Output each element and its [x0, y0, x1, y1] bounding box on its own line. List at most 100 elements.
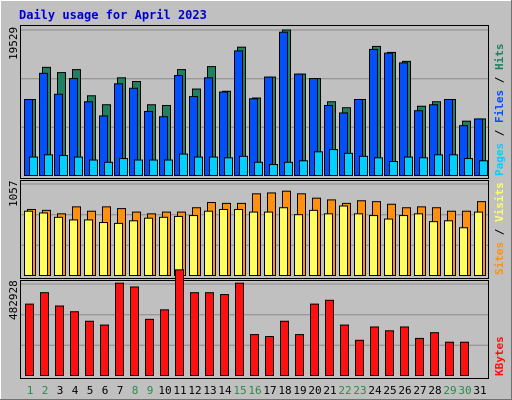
files-bar: [114, 83, 123, 176]
pages-bar: [449, 154, 458, 177]
pages-bar: [464, 158, 473, 176]
pages-bar: [374, 157, 383, 176]
visits-bar: [294, 214, 303, 276]
x-tick-label: 7: [117, 384, 124, 397]
x-tick-label: 22: [338, 384, 351, 397]
visits-bar: [204, 210, 213, 276]
visits-bar: [84, 219, 93, 277]
pages-bar: [29, 156, 38, 176]
x-tick-label: 17: [263, 384, 276, 397]
files-bar: [339, 112, 348, 176]
kbytes-bar: [460, 341, 469, 376]
kbytes-bar: [325, 299, 334, 376]
x-tick-label: 21: [323, 384, 336, 397]
x-tick-label: 13: [203, 384, 216, 397]
x-tick-label: 12: [188, 384, 201, 397]
pages-bar: [149, 159, 158, 176]
middle-ytick-label: 1057: [7, 181, 20, 208]
kbytes-bar: [265, 335, 274, 377]
pages-bar: [404, 156, 413, 176]
pages-bar: [434, 154, 443, 177]
x-tick-label: 6: [102, 384, 109, 397]
visits-bar: [249, 211, 258, 276]
visits-bar: [384, 218, 393, 276]
kbytes-bar: [385, 330, 394, 376]
kbytes-bar: [400, 326, 409, 377]
x-tick-label: 20: [308, 384, 321, 397]
pages-bar: [269, 164, 278, 176]
kbytes-bar: [175, 269, 184, 377]
files-bar: [99, 115, 108, 176]
bars: [24, 29, 488, 377]
pages-bar: [344, 152, 353, 176]
files-bar: [39, 72, 48, 176]
x-tick-label: 26: [398, 384, 411, 397]
files-bar: [444, 98, 453, 176]
kbytes-bar: [445, 341, 454, 376]
x-tick-label: 28: [428, 384, 441, 397]
pages-bar: [179, 153, 188, 177]
x-tick-label: 14: [218, 384, 232, 397]
x-tick-label: 11: [173, 384, 186, 397]
files-bar: [429, 104, 438, 176]
pages-bar: [419, 157, 428, 176]
pages-bar: [284, 161, 293, 177]
visits-bar: [129, 220, 138, 277]
legend-separator: /: [493, 222, 506, 242]
x-tick-label: 5: [87, 384, 94, 397]
legend-top: Pages / Files / Hits: [493, 44, 506, 177]
kbytes-bar: [115, 282, 124, 376]
pages-bar: [119, 158, 128, 176]
files-bar: [279, 31, 288, 176]
kbytes-bar: [145, 318, 154, 377]
pages-bar: [314, 151, 323, 176]
legend-files: Files: [493, 90, 506, 123]
visits-bar: [99, 222, 108, 276]
visits-bar: [114, 222, 123, 277]
x-tick-label: 3: [57, 384, 64, 397]
pages-bar: [224, 157, 233, 176]
pages-bar: [329, 149, 338, 177]
visits-bar: [414, 213, 423, 277]
pages-bar: [104, 161, 113, 177]
files-bar: [174, 75, 183, 176]
pages-bar: [89, 159, 98, 176]
files-bar: [294, 73, 303, 176]
files-bar: [204, 77, 213, 176]
bottom-ytick-label: 482928: [7, 280, 20, 320]
pages-bar: [299, 160, 308, 177]
x-tick-label: 31: [473, 384, 486, 397]
visits-bar: [219, 208, 228, 276]
kbytes-bar: [85, 320, 94, 376]
legend-visits: Visits: [493, 182, 506, 222]
x-tick-label: 27: [413, 384, 426, 397]
kbytes-bar: [355, 339, 364, 377]
files-bar: [234, 50, 243, 177]
pages-bar: [479, 160, 488, 177]
x-tick-label: 4: [72, 384, 79, 397]
legend-separator: /: [493, 123, 506, 143]
files-bar: [84, 101, 93, 176]
kbytes-bar: [100, 324, 109, 376]
files-bar: [459, 125, 468, 176]
pages-bar: [134, 159, 143, 176]
pages-bar: [359, 155, 368, 177]
kbytes-bar: [340, 324, 349, 376]
visits-bar: [24, 210, 33, 276]
kbytes-bar: [25, 303, 34, 376]
kbytes-bar: [70, 311, 79, 377]
files-bar: [264, 76, 273, 176]
x-tick-label: 19: [293, 384, 306, 397]
files-bar: [324, 104, 333, 176]
files-bar: [24, 98, 33, 176]
pages-bar: [389, 161, 398, 177]
visits-bar: [279, 207, 288, 276]
files-bar: [159, 116, 168, 177]
legend-kbytes: KBytes: [493, 336, 506, 376]
x-tick-label: 15: [233, 384, 246, 397]
legend-middle: Sites / Visits: [493, 182, 506, 275]
visits-bar: [234, 208, 243, 276]
pages-bar: [239, 155, 248, 177]
x-tick-label: 9: [147, 384, 154, 397]
